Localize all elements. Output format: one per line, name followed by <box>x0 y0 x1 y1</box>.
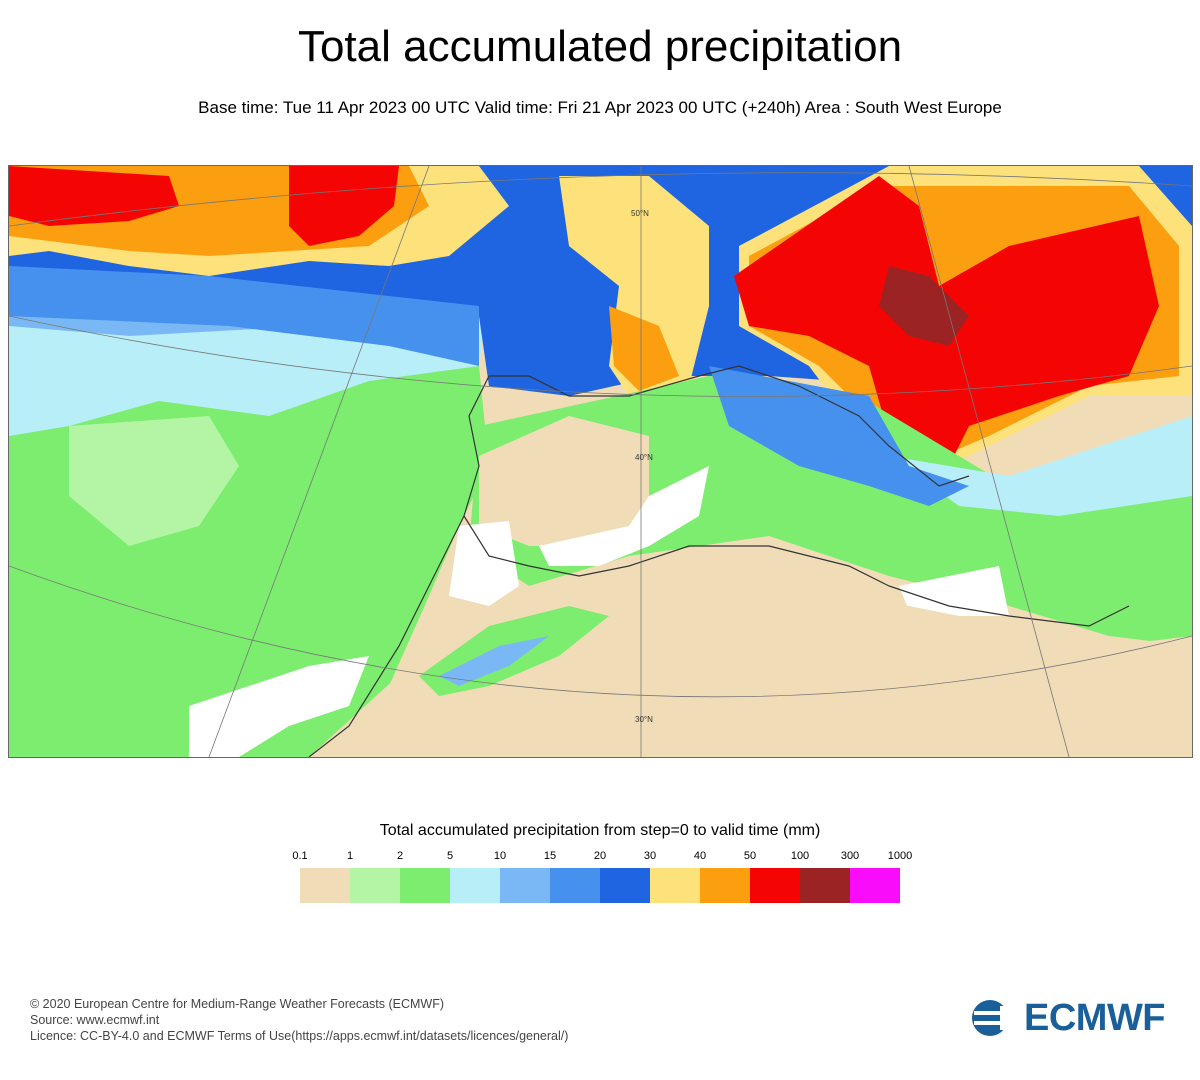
precip-zone-100mm-nw <box>9 166 179 226</box>
graticule <box>9 166 1192 757</box>
no-precip-zone-libya <box>899 566 1009 616</box>
precip-zone-2mm-med <box>469 376 1192 646</box>
legend-label: 1000 <box>887 850 913 862</box>
legend-swatch <box>850 868 900 903</box>
ecmwf-logo-text: ECMWF <box>1024 996 1166 1039</box>
legend-label: 50 <box>743 850 757 862</box>
page-title: Total accumulated precipitation <box>297 22 903 71</box>
legend-label: 100 <box>790 850 810 862</box>
legend-labels: 0.1 1 2 5 10 15 20 30 40 50 100 300 1000 <box>292 850 912 864</box>
legend-swatch <box>550 868 600 903</box>
legend-label: 0.1 <box>292 850 308 862</box>
legend-label: 40 <box>693 850 707 862</box>
footer-source: Source: www.ecmwf.int <box>30 1013 160 1027</box>
footer-credits: © 2020 European Centre for Medium-Range … <box>30 996 568 1044</box>
dry-zone-iberia <box>479 416 649 546</box>
no-precip-zone-sahara-west <box>189 656 369 757</box>
legend-label: 10 <box>493 850 507 862</box>
legend-title: Total accumulated precipitation from ste… <box>379 822 821 839</box>
precip-zone-100mm-n <box>289 166 399 246</box>
no-precip-zone-sw-iberia <box>539 466 709 566</box>
lat-label-40n: 40°N <box>635 453 653 462</box>
legend-swatch <box>300 868 350 903</box>
precipitation-map: 50°N 40°N 30°N <box>8 165 1193 758</box>
footer-licence: Licence: CC-BY-4.0 and ECMWF Terms of Us… <box>30 1029 569 1043</box>
legend-swatch <box>800 868 850 903</box>
map-svg: 50°N 40°N 30°N <box>9 166 1192 757</box>
legend-label: 15 <box>543 850 557 862</box>
coastlines <box>308 365 1130 757</box>
precip-zone-50mm-france <box>609 306 679 391</box>
legend-swatch <box>500 868 550 903</box>
legend-label: 5 <box>446 850 454 862</box>
precip-zone-5mm-med <box>889 416 1192 516</box>
footer-copyright: © 2020 European Centre for Medium-Range … <box>30 997 445 1011</box>
legend-label: 300 <box>840 850 860 862</box>
precip-zone-atlas-core <box>439 636 549 686</box>
precip-zone-20mm-med <box>709 366 969 506</box>
no-precip-zone-iberia-coast <box>449 521 519 606</box>
precip-zone-300mm-alps <box>879 266 969 346</box>
legend-swatch <box>600 868 650 903</box>
legend-label: 1 <box>346 850 354 862</box>
legend-swatch <box>350 868 400 903</box>
lat-label-50n: 50°N <box>631 209 649 218</box>
legend-label: 30 <box>643 850 657 862</box>
lat-label-30n: 30°N <box>635 715 653 724</box>
precip-zone-20mm-mid <box>9 266 479 366</box>
legend-label: 20 <box>593 850 607 862</box>
legend-color-bar <box>300 868 900 903</box>
legend-swatch <box>700 868 750 903</box>
legend-swatch <box>400 868 450 903</box>
page-subtitle: Base time: Tue 11 Apr 2023 00 UTC Valid … <box>198 98 1002 117</box>
legend-swatch <box>750 868 800 903</box>
precip-zone-40mm-france <box>559 176 709 396</box>
precip-zone-1mm-ocean <box>69 416 239 546</box>
ecmwf-logo: ECMWF <box>970 996 1166 1039</box>
legend-label: 2 <box>396 850 404 862</box>
legend-swatch <box>650 868 700 903</box>
ecmwf-logo-icon <box>972 1000 1018 1036</box>
legend-swatch <box>450 868 500 903</box>
